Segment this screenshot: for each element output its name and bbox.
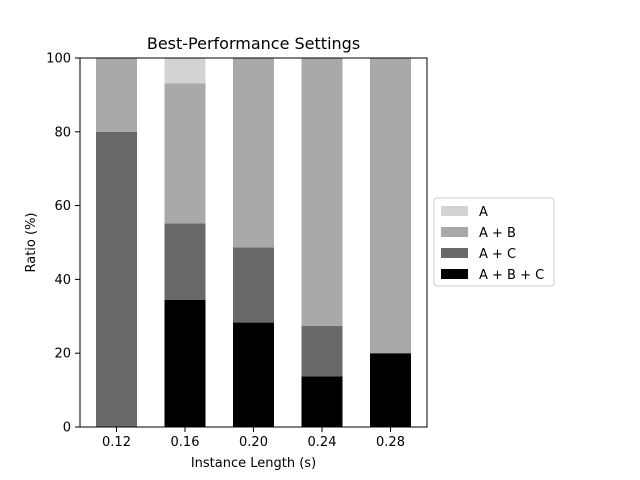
legend-frame xyxy=(433,197,555,287)
y-tick-label: 100 xyxy=(46,52,71,67)
legend-label: A xyxy=(479,205,488,220)
bar-segment-0.20-AC xyxy=(233,247,274,323)
bar-segment-0.20-AB xyxy=(233,58,274,248)
bar-segment-0.12-AC xyxy=(96,131,137,428)
legend-swatch xyxy=(441,269,468,279)
x-tick-label: 0.28 xyxy=(376,435,405,450)
y-axis-ticks: 0 20 40 60 80 100 xyxy=(46,52,80,436)
legend-label: A + B xyxy=(479,226,516,241)
bar-segment-0.16-ABC xyxy=(164,299,206,427)
y-tick-label: 60 xyxy=(54,199,71,214)
bar-segment-0.28-ABC xyxy=(370,353,411,427)
y-tick-label: 20 xyxy=(54,347,71,362)
x-tick-label: 0.24 xyxy=(308,435,337,450)
bar-segment-0.16-AB xyxy=(164,83,206,224)
x-axis-label: Instance Length (s) xyxy=(191,456,316,471)
bar-segment-0.28-AB xyxy=(370,58,411,354)
x-tick-label: 0.16 xyxy=(171,435,200,450)
bar-segment-0.20-ABC xyxy=(233,322,274,427)
x-tick-label: 0.20 xyxy=(239,435,268,450)
legend-label: A + B + C xyxy=(479,268,544,283)
bar-segment-0.16-A xyxy=(164,58,206,84)
chart-title: Best-Performance Settings xyxy=(147,34,360,53)
bar-segment-0.24-ABC xyxy=(301,376,343,427)
legend-label: A + C xyxy=(479,247,516,262)
bar-segment-0.24-AB xyxy=(301,58,343,326)
bars-layer xyxy=(96,58,411,428)
legend-swatch xyxy=(441,206,468,216)
x-axis-ticks: 0.12 0.16 0.20 0.24 0.28 xyxy=(102,427,405,450)
legend: A A + B A + C A + B + C xyxy=(433,197,555,287)
y-tick-label: 0 xyxy=(63,421,71,436)
x-tick-label: 0.12 xyxy=(102,435,131,450)
y-axis-label: Ratio (%) xyxy=(24,212,39,272)
bar-segment-0.24-AC xyxy=(301,325,343,377)
legend-swatch xyxy=(441,248,468,258)
bar-segment-0.16-AC xyxy=(164,223,206,300)
y-tick-label: 40 xyxy=(54,273,71,288)
bar-segment-0.12-AB xyxy=(96,58,137,132)
legend-swatch xyxy=(441,227,468,237)
y-tick-label: 80 xyxy=(54,125,71,140)
